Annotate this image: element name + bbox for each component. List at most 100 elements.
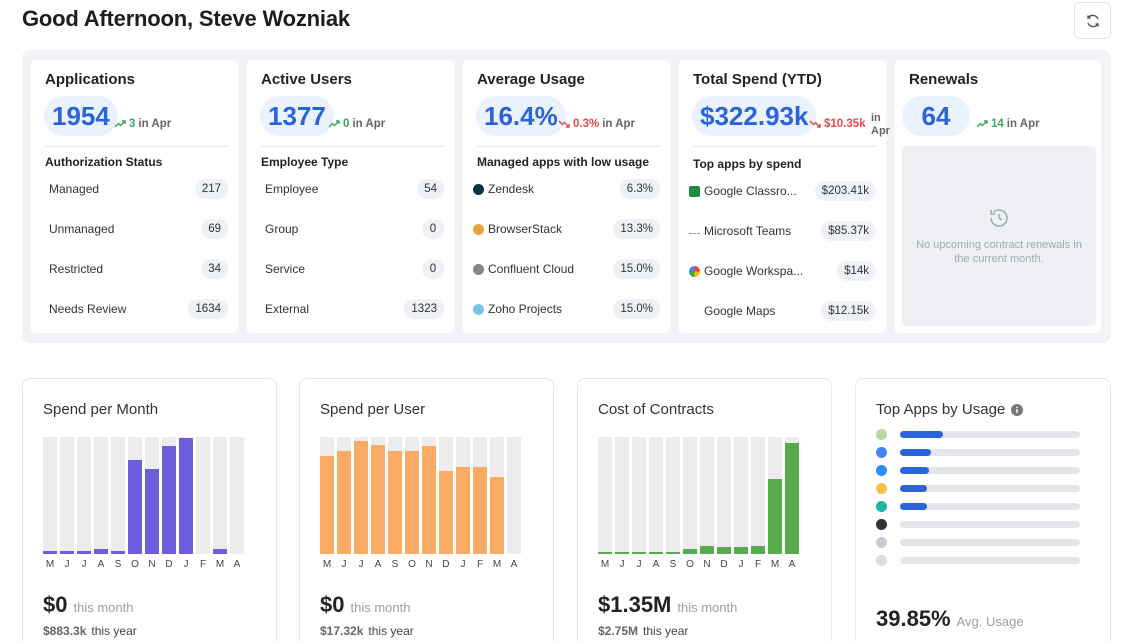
list-item[interactable]: Restricted 34 <box>49 257 228 281</box>
total-spend-card[interactable]: Total Spend (YTD) $322.93k $10.35k in Ap… <box>678 60 890 333</box>
usage-row[interactable] <box>876 482 1080 494</box>
row-count: 54 <box>417 179 444 199</box>
list-item[interactable]: Group 0 <box>265 217 444 241</box>
usage-fill <box>900 430 944 438</box>
bar[interactable] <box>615 552 629 554</box>
divider <box>261 146 444 147</box>
bar[interactable] <box>751 545 765 554</box>
list-item[interactable]: Google Maps $12.15k <box>689 299 876 323</box>
usage-row[interactable] <box>876 464 1080 476</box>
bar[interactable] <box>60 550 74 554</box>
bar[interactable] <box>354 440 368 554</box>
row-label: Google Maps <box>704 304 776 318</box>
usage-row[interactable] <box>876 428 1080 440</box>
bar[interactable] <box>371 445 385 554</box>
list-item[interactable]: Needs Review 1634 <box>49 297 228 321</box>
bar[interactable] <box>666 551 680 554</box>
bar[interactable] <box>405 451 419 554</box>
bar[interactable] <box>598 552 612 554</box>
bar[interactable] <box>439 470 453 554</box>
bar[interactable] <box>734 546 748 554</box>
bar[interactable] <box>473 467 487 554</box>
month-tick-label: M <box>600 559 610 570</box>
list-item[interactable]: Managed 217 <box>49 177 228 201</box>
list-item[interactable]: Service 0 <box>265 257 444 281</box>
row-count: 1323 <box>404 299 444 319</box>
bar[interactable] <box>43 550 57 554</box>
bar[interactable] <box>320 455 334 554</box>
bar-track <box>717 437 731 554</box>
usage-row[interactable] <box>876 500 1080 512</box>
top-apps-usage-card: Top Apps by Usage 39.85% Avg. Usage <box>855 378 1111 641</box>
bar[interactable] <box>77 550 91 554</box>
list-item[interactable]: External 1323 <box>265 297 444 321</box>
bar[interactable] <box>388 451 402 554</box>
month-value: $1.35M <box>598 592 672 617</box>
average-usage-card[interactable]: Average Usage 16.4% 0.3% in Apr Managed … <box>462 60 670 333</box>
list-item[interactable]: Google Classro... $203.41k <box>689 179 876 203</box>
trend-value: $10.35k <box>824 118 866 130</box>
month-value: $0 <box>320 592 345 617</box>
bar-track <box>683 437 697 554</box>
list-item[interactable]: Zoho Projects 15.0% <box>473 297 660 321</box>
bar[interactable] <box>717 546 731 554</box>
active-users-trend: 0 in Apr <box>328 118 385 130</box>
info-icon[interactable] <box>1011 403 1024 416</box>
month-tick-label: M <box>322 559 332 570</box>
average-usage-value: 16.4% <box>476 96 566 136</box>
month-tick-label: M <box>770 559 780 570</box>
month-tick-label: J <box>183 559 189 570</box>
bar[interactable] <box>337 451 351 554</box>
usage-row[interactable] <box>876 536 1080 548</box>
total-spend-trend: $10.35k <box>809 118 866 130</box>
bar[interactable] <box>128 460 142 554</box>
list-item[interactable]: Zendesk 6.3% <box>473 177 660 201</box>
bar[interactable] <box>213 549 227 554</box>
list-item[interactable]: Google Workspa... $14k <box>689 259 876 283</box>
bar-track <box>632 437 646 554</box>
bar[interactable] <box>94 549 108 554</box>
bar[interactable] <box>785 442 799 554</box>
month-tick-label: A <box>788 559 796 570</box>
bar[interactable] <box>632 552 646 554</box>
row-count: 34 <box>201 259 228 279</box>
usage-row[interactable] <box>876 446 1080 458</box>
bar[interactable] <box>145 468 159 554</box>
list-item[interactable]: Unmanaged 69 <box>49 217 228 241</box>
month-tick-label: J <box>636 559 642 570</box>
bar-track <box>405 437 419 554</box>
usage-track <box>900 556 1080 564</box>
bar[interactable] <box>162 446 176 554</box>
bar[interactable] <box>422 446 436 554</box>
active-users-card[interactable]: Active Users 1377 0 in Apr Employee Type… <box>246 60 454 333</box>
row-count: 0 <box>422 219 444 239</box>
renewals-card[interactable]: Renewals 64 14 in Apr No upcoming contra… <box>894 60 1101 333</box>
refresh-button[interactable] <box>1074 2 1111 39</box>
active-users-title: Active Users <box>261 71 352 88</box>
bar[interactable] <box>768 479 782 554</box>
bar[interactable] <box>683 549 697 554</box>
bar-track <box>734 437 748 554</box>
bar[interactable] <box>649 552 663 554</box>
applications-card[interactable]: Applications 1954 3 in Apr Authorization… <box>30 60 238 333</box>
list-item[interactable]: Confluent Cloud 15.0% <box>473 257 660 281</box>
list-item[interactable]: Microsoft Teams $85.37k <box>689 219 876 243</box>
bar[interactable] <box>111 550 125 554</box>
usage-row[interactable] <box>876 518 1080 530</box>
bar[interactable] <box>490 476 504 554</box>
usage-row[interactable] <box>876 554 1080 566</box>
month-tick-label: O <box>686 559 694 570</box>
bar[interactable] <box>456 467 470 554</box>
divider <box>693 146 876 147</box>
row-label: BrowserStack <box>488 222 563 236</box>
trend-value: 14 <box>991 118 1004 130</box>
bar-track <box>162 437 176 554</box>
list-item[interactable]: BrowserStack 13.3% <box>473 217 660 241</box>
month-tick-label: A <box>374 559 382 570</box>
year-label: this year <box>91 624 137 638</box>
bar[interactable] <box>700 545 714 554</box>
list-item[interactable]: Employee 54 <box>265 177 444 201</box>
bar[interactable] <box>179 438 193 554</box>
